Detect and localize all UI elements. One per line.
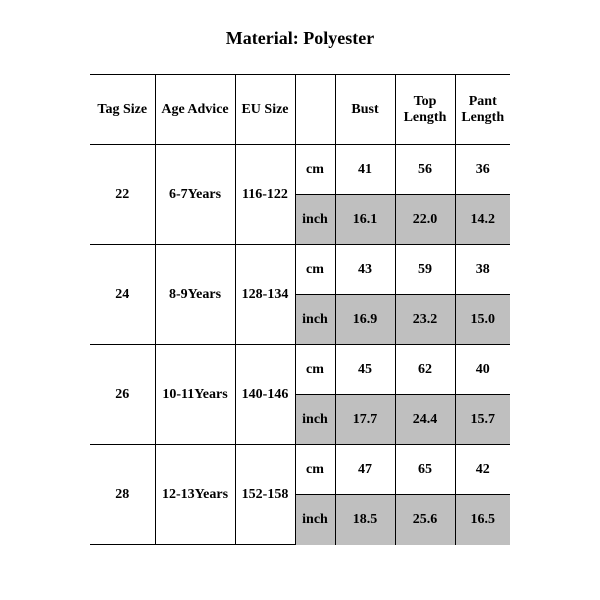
cell-age-advice: 6-7Years <box>155 145 235 245</box>
cell-eu-size: 140-146 <box>235 345 295 445</box>
cell-top-inch: 22.0 <box>395 195 455 245</box>
cell-tag-size: 28 <box>90 445 155 545</box>
table-row: 22 6-7Years 116-122 cm 41 56 36 <box>90 145 510 195</box>
cell-bust-inch: 18.5 <box>335 495 395 545</box>
hdr-pant-length: Pant Length <box>455 75 510 145</box>
cell-eu-size: 116-122 <box>235 145 295 245</box>
cell-pant-inch: 15.0 <box>455 295 510 345</box>
cell-unit-cm: cm <box>295 145 335 195</box>
cell-pant-cm: 38 <box>455 245 510 295</box>
cell-eu-size: 152-158 <box>235 445 295 545</box>
size-table: Tag Size Age Advice EU Size Bust Top Len… <box>90 74 510 545</box>
hdr-age-advice: Age Advice <box>155 75 235 145</box>
cell-bust-inch: 16.1 <box>335 195 395 245</box>
cell-age-advice: 10-11Years <box>155 345 235 445</box>
hdr-tag-size: Tag Size <box>90 75 155 145</box>
cell-bust-inch: 16.9 <box>335 295 395 345</box>
hdr-top-length: Top Length <box>395 75 455 145</box>
cell-tag-size: 26 <box>90 345 155 445</box>
cell-pant-inch: 15.7 <box>455 395 510 445</box>
cell-unit-cm: cm <box>295 345 335 395</box>
cell-pant-cm: 40 <box>455 345 510 395</box>
table-row: 26 10-11Years 140-146 cm 45 62 40 <box>90 345 510 395</box>
cell-top-inch: 23.2 <box>395 295 455 345</box>
cell-top-inch: 24.4 <box>395 395 455 445</box>
table-row: 24 8-9Years 128-134 cm 43 59 38 <box>90 245 510 295</box>
cell-unit-inch: inch <box>295 395 335 445</box>
hdr-unit <box>295 75 335 145</box>
cell-unit-inch: inch <box>295 295 335 345</box>
table-row: 28 12-13Years 152-158 cm 47 65 42 <box>90 445 510 495</box>
cell-pant-cm: 42 <box>455 445 510 495</box>
cell-unit-cm: cm <box>295 445 335 495</box>
cell-tag-size: 22 <box>90 145 155 245</box>
header-row: Tag Size Age Advice EU Size Bust Top Len… <box>90 75 510 145</box>
cell-unit-inch: inch <box>295 495 335 545</box>
cell-bust-inch: 17.7 <box>335 395 395 445</box>
hdr-bust: Bust <box>335 75 395 145</box>
cell-top-inch: 25.6 <box>395 495 455 545</box>
cell-top-cm: 65 <box>395 445 455 495</box>
cell-pant-inch: 14.2 <box>455 195 510 245</box>
cell-bust-cm: 47 <box>335 445 395 495</box>
cell-age-advice: 12-13Years <box>155 445 235 545</box>
cell-bust-cm: 43 <box>335 245 395 295</box>
cell-eu-size: 128-134 <box>235 245 295 345</box>
cell-unit-cm: cm <box>295 245 335 295</box>
cell-tag-size: 24 <box>90 245 155 345</box>
cell-pant-cm: 36 <box>455 145 510 195</box>
cell-pant-inch: 16.5 <box>455 495 510 545</box>
cell-top-cm: 59 <box>395 245 455 295</box>
material-title: Material: Polyester <box>0 28 600 49</box>
page: Material: Polyester Tag Size Age Advice … <box>0 0 600 600</box>
cell-top-cm: 62 <box>395 345 455 395</box>
cell-age-advice: 8-9Years <box>155 245 235 345</box>
cell-top-cm: 56 <box>395 145 455 195</box>
cell-bust-cm: 45 <box>335 345 395 395</box>
hdr-eu-size: EU Size <box>235 75 295 145</box>
cell-unit-inch: inch <box>295 195 335 245</box>
cell-bust-cm: 41 <box>335 145 395 195</box>
